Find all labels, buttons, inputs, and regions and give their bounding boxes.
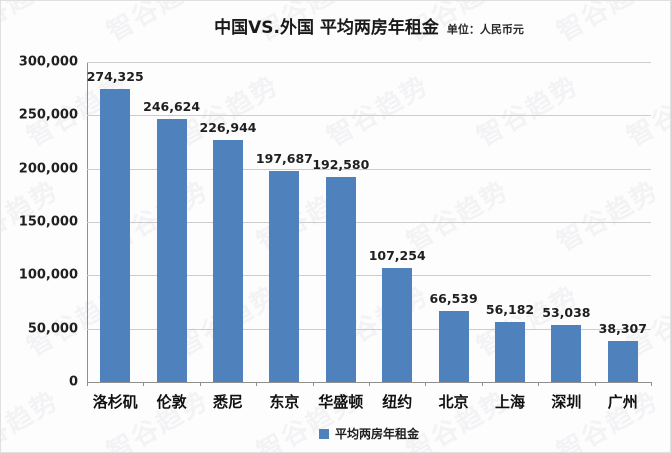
bar-广州	[607, 341, 638, 382]
bar-value-label: 197,687	[255, 151, 313, 167]
x-tick-label-北京: 北京	[438, 393, 469, 411]
legend-label: 平均两房年租金	[334, 427, 419, 441]
watermark-text: 智谷趋势	[1, 1, 65, 48]
x-tick-label-悉尼: 悉尼	[212, 393, 243, 411]
x-tick-label-深圳: 深圳	[551, 393, 582, 411]
bar-深圳	[551, 325, 582, 382]
bar-value-label: 56,182	[485, 302, 535, 318]
x-tick-label-东京: 东京	[269, 393, 300, 411]
bar-value-label: 107,254	[368, 247, 426, 263]
x-axis-tick	[594, 382, 596, 386]
y-tick-label: 200,000	[18, 161, 78, 177]
bar-伦敦	[156, 118, 187, 382]
x-tick-label-上海: 上海	[494, 393, 525, 411]
bar-value-label: 274,325	[86, 69, 144, 85]
bar-value-label: 246,624	[143, 98, 201, 114]
x-axis-tick	[651, 382, 652, 386]
bar-value-label: 192,580	[312, 156, 370, 172]
y-tick-label: 250,000	[18, 107, 78, 123]
x-axis-tick	[87, 382, 88, 386]
bar-华盛顿	[325, 176, 356, 382]
legend: 平均两房年租金	[87, 425, 651, 442]
gridline	[87, 275, 651, 277]
x-axis-tick	[312, 382, 314, 386]
x-axis-tick	[199, 382, 201, 386]
x-tick-label-华盛顿: 华盛顿	[318, 393, 364, 411]
x-axis-tick	[256, 382, 258, 386]
plot-area: 0 50,000 100,000 150,000 200,000 250,000 300,0…	[19, 55, 652, 411]
y-tick-label: 300,000	[18, 54, 78, 70]
bar-value-label: 53,038	[542, 305, 591, 321]
chart-title: 中国VS.外国 平均两房年租金	[214, 18, 439, 38]
bar-洛杉矶	[100, 89, 131, 382]
bar-悉尼	[213, 139, 243, 382]
bar-value-label: 38,307	[598, 321, 647, 337]
x-tick-label-伦敦: 伦敦	[156, 393, 187, 411]
bar-北京	[438, 311, 469, 382]
x-axis-tick	[425, 382, 427, 386]
bar-value-label: 226,944	[199, 119, 257, 135]
y-tick-label: 0	[68, 374, 78, 390]
gridline	[87, 222, 651, 223]
x-tick-label-纽约: 纽约	[382, 393, 413, 411]
x-tick-label-洛杉矶: 洛杉矶	[92, 393, 138, 411]
gridline	[87, 328, 651, 330]
watermark-text: 智谷趋势	[1, 385, 65, 452]
title-row: 中国VS.外国 平均两房年租金 单位：人民币元	[87, 13, 651, 38]
x-axis-tick	[143, 382, 145, 386]
x-axis-tick	[538, 382, 540, 386]
bar-上海	[495, 322, 525, 382]
gridline	[87, 168, 651, 170]
y-tick-label: 50,000	[27, 321, 78, 337]
chart-subtitle: 单位：人民币元	[446, 23, 524, 36]
x-axis-tick	[369, 382, 370, 386]
bar-纽约	[382, 267, 413, 382]
y-tick-label: 150,000	[18, 214, 78, 230]
bar-value-label: 66,539	[429, 291, 478, 307]
gridline	[87, 115, 651, 117]
gridline	[87, 62, 651, 63]
y-tick-label: 100,000	[18, 267, 78, 283]
legend-swatch	[318, 428, 329, 439]
x-axis-tick	[481, 382, 483, 386]
x-tick-label-广州: 广州	[607, 393, 638, 411]
bar-东京	[269, 171, 300, 382]
